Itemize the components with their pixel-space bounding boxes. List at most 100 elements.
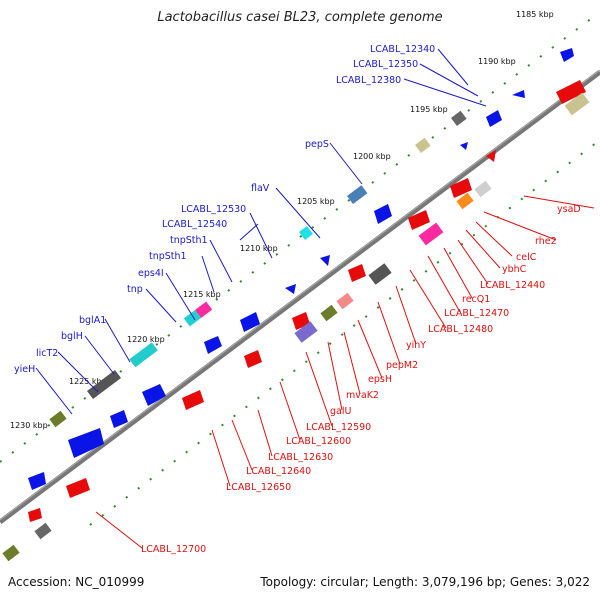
gene-block: [474, 180, 492, 198]
callout-line: [165, 272, 196, 321]
upper-gene-labels: LCABL_12340 LCABL_12350 LCABL_12380 pepS…: [14, 44, 435, 375]
callout-line: [395, 285, 417, 345]
gene-label: LCABL_12650: [226, 482, 291, 493]
gene-label: epsH: [368, 374, 392, 385]
gene-block: [346, 185, 368, 204]
reverse-gene-arrow: [28, 508, 42, 522]
gene-label: LCABL_12540: [162, 219, 227, 230]
callout-line: [403, 78, 487, 107]
forward-gene-arrow: [110, 410, 128, 428]
gene-block: [183, 310, 202, 327]
gene-block: [298, 225, 313, 240]
gene-block: [336, 292, 354, 310]
callout-line: [231, 419, 253, 471]
gene-block: [2, 544, 20, 562]
gene-block: [34, 522, 52, 540]
callout-line: [327, 341, 343, 411]
callout-line: [457, 239, 489, 285]
reverse-gene-arrow: [66, 478, 90, 498]
genome-backbone: [0, 70, 600, 524]
callout-line: [104, 318, 131, 363]
callout-line: [145, 288, 177, 323]
gene-label: pepS: [305, 139, 329, 150]
reverse-gene-arrow: [450, 178, 472, 198]
tick-label: 1205 kbp: [297, 197, 335, 206]
callout-line: [239, 223, 259, 241]
gene-label: LCABL_12440: [480, 280, 545, 291]
forward-gene-arrow: [374, 204, 392, 224]
callout-line: [475, 221, 513, 257]
reverse-gene-arrow: [486, 150, 496, 162]
gene-label: galU: [330, 406, 351, 417]
gene-label: tnpSth1: [149, 251, 187, 262]
gene-block: [368, 263, 392, 285]
upper-callouts: [35, 48, 487, 415]
gene-label: flaV: [251, 183, 270, 194]
gene-label: LCABL_12350: [353, 59, 418, 70]
gene-block: [414, 137, 431, 153]
accession-text: Accession: NC_010999: [8, 575, 145, 589]
tick-label: 1190 kbp: [478, 57, 516, 66]
callout-line: [249, 212, 273, 259]
callout-line: [465, 229, 501, 269]
forward-gene-arrow: [285, 284, 296, 294]
reverse-gene-arrow: [556, 80, 586, 104]
gene-block: [49, 410, 67, 428]
tick-label: 1200 kbp: [353, 152, 391, 161]
gene-label: bglH: [61, 331, 83, 342]
gene-label: LCABL_12530: [181, 204, 246, 215]
forward-gene-arrow: [486, 110, 502, 127]
callout-line: [84, 335, 115, 375]
gene-label: LCABL_12600: [286, 436, 351, 447]
callout-line: [357, 319, 383, 379]
callout-line: [305, 351, 333, 427]
callout-line: [443, 247, 473, 299]
forward-gene-arrow: [560, 48, 574, 62]
tick-label: 1195 kbp: [410, 105, 448, 114]
gene-label: LCABL_12480: [428, 324, 493, 335]
lower-callouts: [95, 195, 595, 549]
gene-block: [564, 92, 590, 116]
gene-label: yihY: [406, 340, 426, 351]
callout-line: [275, 187, 321, 239]
inner-tick-track: [89, 139, 600, 526]
gene-block: [129, 342, 158, 368]
callout-line: [201, 255, 215, 293]
callout-line: [343, 331, 361, 395]
lower-gene-row: [2, 92, 590, 562]
forward-gene-arrow: [512, 90, 525, 98]
forward-gene-arrow: [204, 336, 222, 354]
callout-line: [409, 269, 447, 329]
reverse-gene-arrow: [408, 210, 430, 230]
callout-line: [279, 381, 301, 441]
gene-label: LCABL_12630: [268, 452, 333, 463]
gene-block: [87, 370, 122, 400]
reverse-gene-arrow: [182, 390, 204, 410]
gene-label: pepM2: [386, 360, 418, 371]
gene-label: LCABL_12470: [444, 308, 509, 319]
gene-block: [450, 110, 467, 126]
callout-line: [329, 142, 363, 185]
callout-line: [437, 48, 469, 86]
gene-label: LCABL_12590: [306, 422, 371, 433]
lower-gene-labels: ysaD rhe2 celC ybhC LCABL_12440 recQ1 LC…: [141, 204, 581, 555]
callout-line: [57, 351, 99, 393]
callout-line: [209, 239, 233, 283]
forward-genes: [28, 48, 574, 490]
gene-label: LCABL_12380: [336, 75, 401, 86]
reverse-gene-arrow: [244, 350, 262, 368]
forward-gene-arrow: [28, 472, 46, 490]
gene-label: tnp: [127, 284, 143, 295]
forward-gene-arrow: [320, 255, 330, 266]
outer-tick-track: [0, 11, 600, 463]
forward-gene-arrow: [68, 428, 104, 458]
gene-label: ybhC: [502, 264, 527, 275]
gene-label: bglA1: [79, 315, 106, 326]
gene-block: [294, 321, 318, 343]
callout-line: [35, 367, 73, 415]
callout-line: [483, 211, 557, 241]
upper-gene-row: [49, 110, 467, 428]
kbp-tick-labels: 1185 kbp 1190 kbp 1195 kbp 1200 kbp 1205…: [10, 10, 554, 430]
map-title: Lactobacillus casei BL23, complete genom…: [157, 10, 443, 25]
